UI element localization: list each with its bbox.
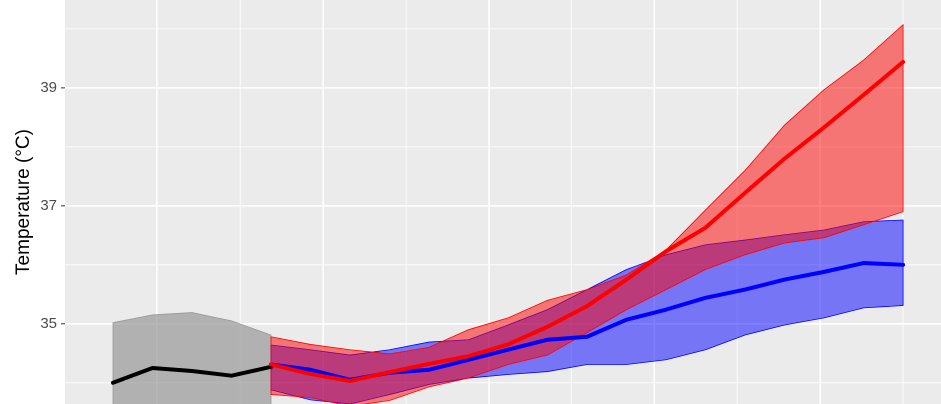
band — [112, 312, 272, 404]
y-axis: 35 37 39 — [40, 79, 65, 332]
line — [269, 59, 906, 383]
plot-area — [110, 23, 906, 404]
y-tick-label: 37 — [40, 197, 57, 214]
y-tick-label: 39 — [40, 79, 57, 96]
y-axis-label: Temperature (°C) — [13, 129, 34, 275]
line — [110, 364, 274, 385]
band — [270, 23, 904, 404]
y-tick-label: 35 — [40, 315, 57, 332]
